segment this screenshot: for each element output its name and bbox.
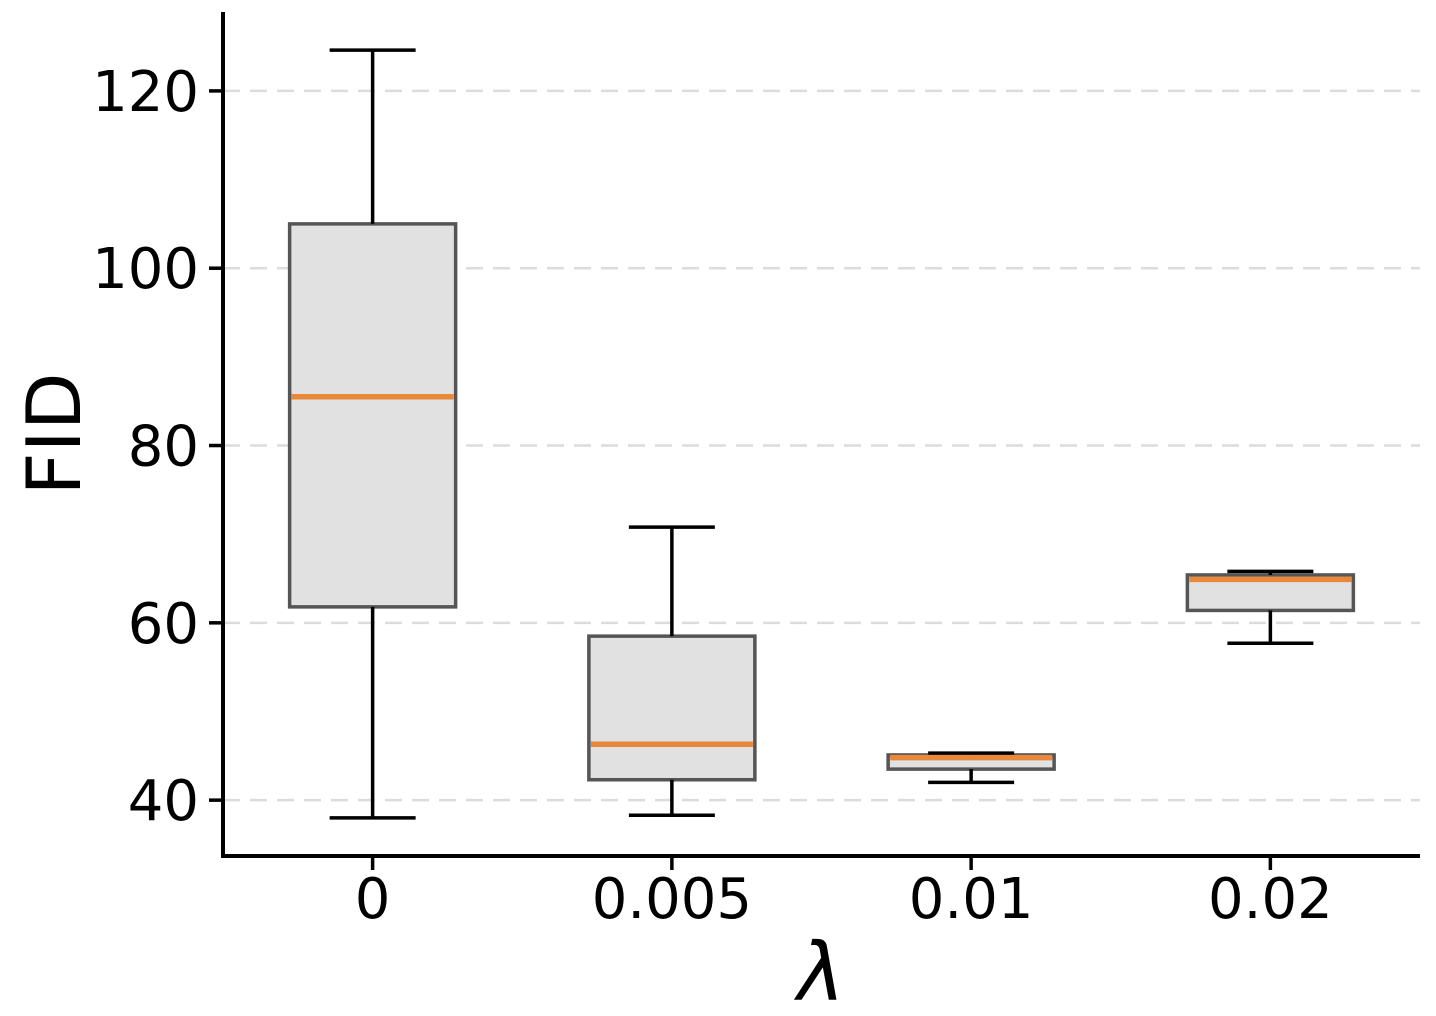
iqr-box [587, 634, 757, 782]
y-tick-label: 60 [128, 592, 199, 657]
x-tick-label: 0.005 [592, 867, 752, 932]
iqr-box [287, 222, 458, 609]
x-tick-label: 0.02 [1208, 867, 1333, 932]
plot-layer: 40 60 80 100 120 0 0.005 0.01 0.02 [92, 12, 1420, 932]
y-tick-label: 80 [128, 415, 199, 480]
y-tick-label: 100 [92, 237, 199, 302]
y-tick-label: 40 [128, 769, 199, 834]
y-tick-label: 120 [92, 60, 199, 125]
x-tick-label: 0 [355, 867, 391, 932]
x-axis-label: λ [793, 926, 844, 1016]
x-tick-label: 0.01 [909, 867, 1034, 932]
y-axis-label: FID [10, 372, 98, 495]
